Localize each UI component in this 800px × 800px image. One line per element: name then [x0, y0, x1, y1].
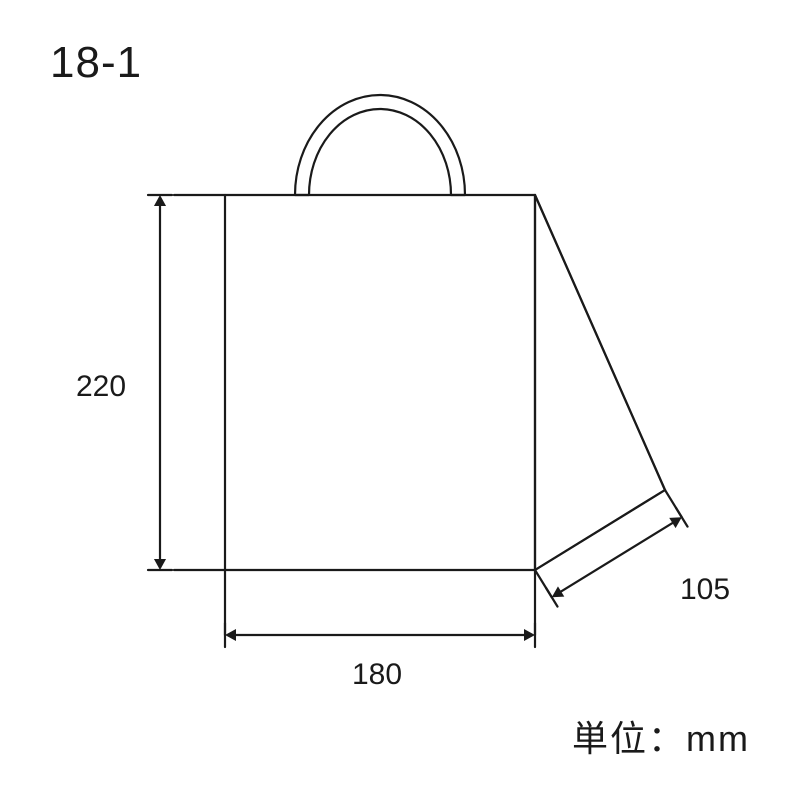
unit-label: 単位：mm — [572, 710, 750, 762]
height-label: 220 — [76, 370, 126, 404]
depth-label: 105 — [680, 573, 730, 607]
diagram-canvas: 18-1 220 180 105 単位：mm — [0, 0, 800, 800]
width-label: 180 — [352, 658, 402, 692]
